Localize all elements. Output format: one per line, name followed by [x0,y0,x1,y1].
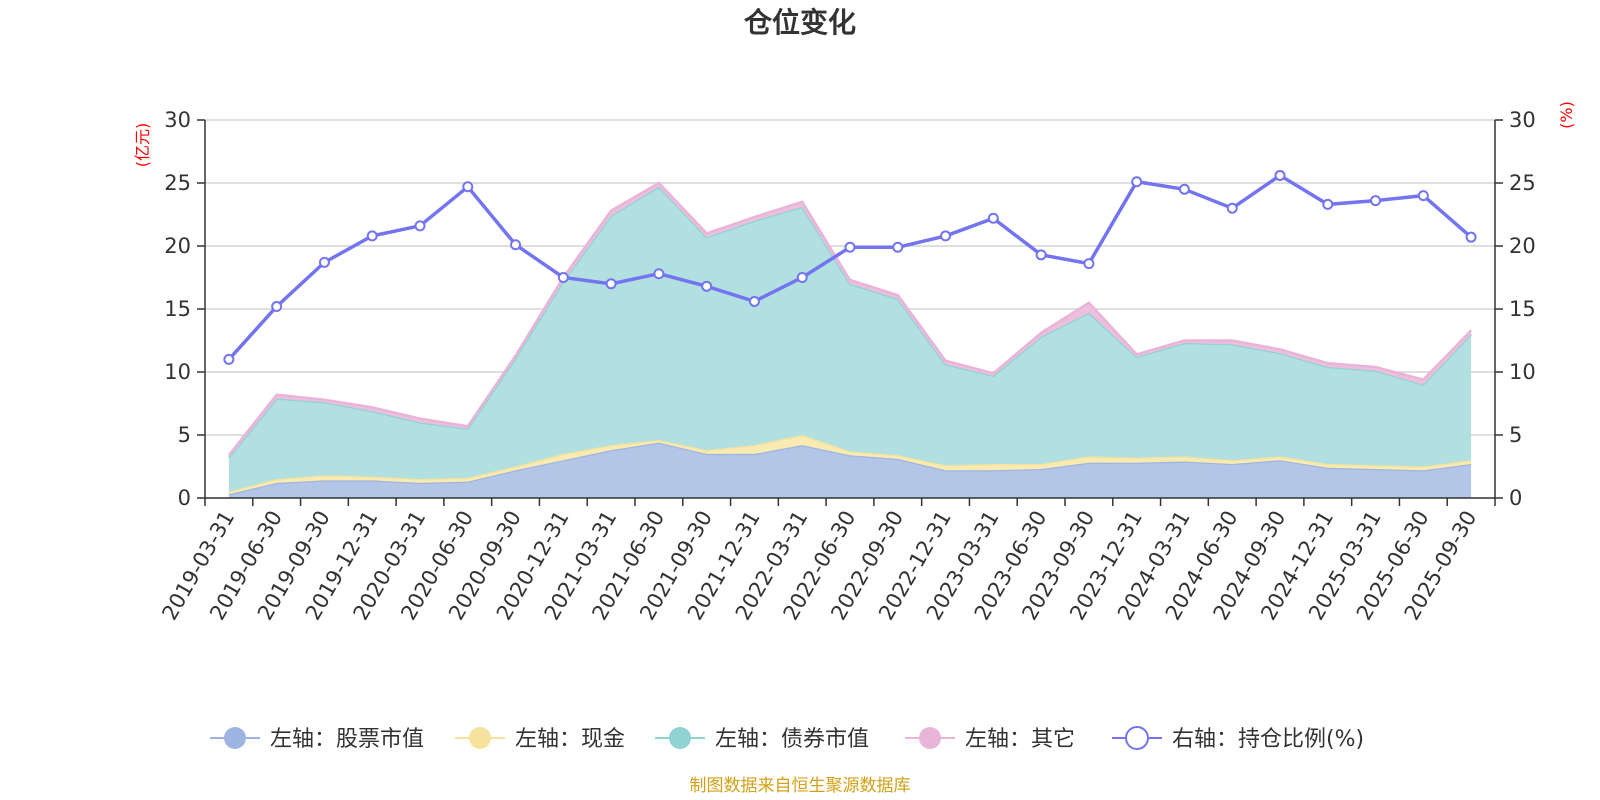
right-tick-label: 5 [1509,423,1522,447]
stacked-areas [227,181,1473,498]
ratio-point [701,280,713,292]
left-tick-label: 20 [164,234,191,258]
legend-label: 左轴：现金 [515,727,625,752]
source-note: 制图数据来自恒生聚源数据库 [690,776,911,796]
left-tick-label: 30 [164,108,191,132]
ratio-point [1178,183,1190,195]
ratio-point [510,239,522,251]
ratio-point [1131,176,1143,188]
legend-label: 右轴：持仓比例(%) [1172,727,1364,752]
area-series-2 [228,186,1472,492]
legend-item-3: 左轴：其它 [905,727,1075,752]
right-tick-label: 25 [1509,171,1536,195]
legend-swatch-dot [224,727,246,749]
area-line-series-3 [227,181,1472,456]
ratio-line [223,169,1477,365]
legend-swatch-dot [919,727,941,749]
ratio-point [844,241,856,253]
ratio-point [653,268,665,280]
ratio-point [892,241,904,253]
ratio-point [1417,190,1429,202]
ratio-point [605,278,617,290]
legend-item-0: 左轴：股票市值 [210,727,424,752]
left-tick-label: 0 [178,486,191,510]
ratio-point [271,300,283,312]
left-axis-unit: (亿元) [133,123,152,168]
ratio-point [1465,231,1477,243]
ratio-point [1035,249,1047,261]
ratio-point [557,272,569,283]
right-tick-label: 15 [1509,297,1536,321]
legend-item-4: 右轴：持仓比例(%) [1112,726,1364,752]
ratio-point [796,272,808,283]
right-axis-unit: (%) [1557,101,1576,129]
left-tick-label: 10 [164,360,191,384]
ratio-point [462,181,474,193]
legend-item-2: 左轴：债券市值 [655,727,869,752]
ratio-point [1370,195,1382,207]
ratio-point [366,230,378,242]
legend-label: 左轴：债券市值 [715,727,869,752]
legend-swatch-dot [669,727,691,749]
legend: 左轴：股票市值 左轴：现金 左轴：债券市值 左轴：其它 右轴：持仓比例(%) [210,726,1364,752]
ratio-point [987,212,999,224]
ratio-point [940,230,952,242]
right-tick-label: 0 [1509,486,1522,510]
ratio-point [1226,202,1238,214]
right-tick-label: 10 [1509,360,1536,384]
left-tick-label: 5 [178,423,191,447]
left-tick-label: 15 [164,297,191,321]
area-series-0 [228,442,1472,498]
legend-label: 左轴：股票市值 [270,727,424,752]
legend-swatch-dot [1125,726,1149,750]
legend-swatch-dot [469,727,491,749]
ratio-point [414,220,426,232]
chart-title: 仓位变化 [744,6,856,39]
right-tick-label: 30 [1509,108,1536,132]
ratio-point [1322,198,1334,210]
ratio-point [1083,258,1095,270]
ratio-point [1274,169,1286,181]
left-tick-label: 25 [164,171,191,195]
ratio-point [748,295,760,307]
right-tick-label: 20 [1509,234,1536,258]
ratio-point [318,256,330,268]
ratio-point [223,353,235,365]
legend-item-1: 左轴：现金 [455,727,625,752]
legend-label: 左轴：其它 [965,727,1075,752]
